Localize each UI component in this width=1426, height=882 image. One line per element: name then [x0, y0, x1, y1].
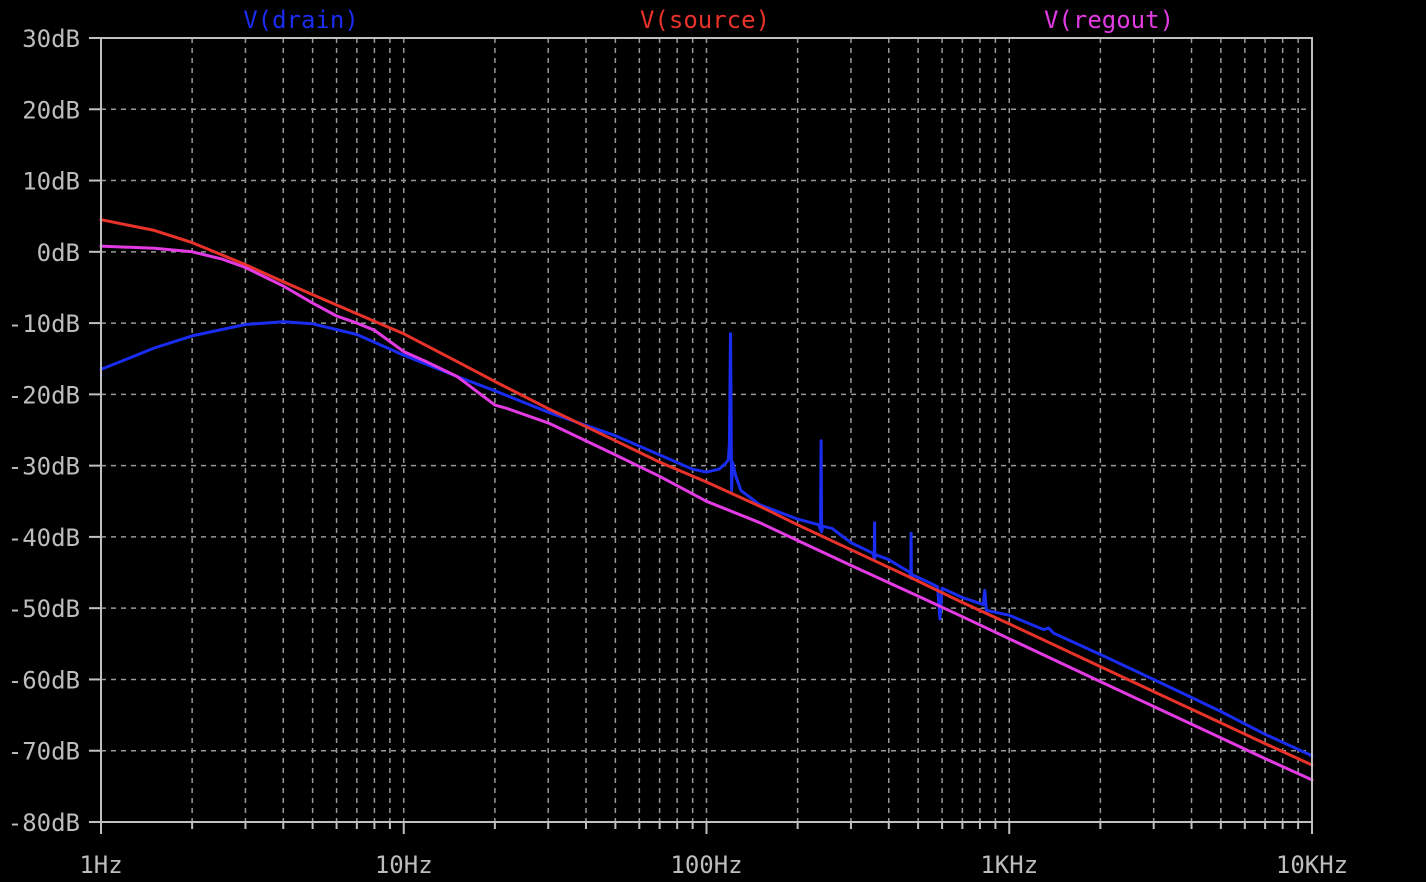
y-tick-labels: 30dB 20dB 10dB 0dB -10dB -20dB -30dB -40dB -50dB… [8, 25, 80, 837]
y-tick-label: -30dB [8, 453, 80, 481]
series-line-v-regout [99, 244, 1314, 782]
axes [89, 37, 1313, 834]
legend-entry: V(drain) [243, 6, 359, 34]
y-tick-label: -40dB [8, 524, 80, 552]
x-tick-label: 1KHz [980, 851, 1038, 879]
plot-frame [100, 37, 1313, 823]
x-tick-label: 100Hz [670, 851, 742, 879]
x-tick-label: 10Hz [375, 851, 433, 879]
y-tick-label: 30dB [22, 25, 80, 53]
x-tick-labels: 1Hz 10Hz 100Hz 1KHz 10KHz [79, 851, 1348, 879]
legend: V(drain) V(source) V(regout) [243, 6, 1174, 34]
y-tick-label: 0dB [37, 239, 80, 267]
y-tick-label: -80dB [8, 809, 80, 837]
y-tick-label: -10dB [8, 310, 80, 338]
legend-entry: V(source) [640, 6, 770, 34]
grid [101, 38, 1312, 822]
series-line-v-source [99, 218, 1314, 767]
series-layer [99, 218, 1314, 782]
y-tick-label: -60dB [8, 666, 80, 694]
y-tick-label: -20dB [8, 381, 80, 409]
x-tick-label: 10KHz [1276, 851, 1348, 879]
y-tick-label: -50dB [8, 595, 80, 623]
y-tick-label: -70dB [8, 738, 80, 766]
x-tick-label: 1Hz [79, 851, 122, 879]
series-line-v-drain [99, 320, 1314, 758]
legend-entry: V(regout) [1044, 6, 1174, 34]
y-tick-label: 10dB [22, 168, 80, 196]
y-tick-label: 20dB [22, 96, 80, 124]
